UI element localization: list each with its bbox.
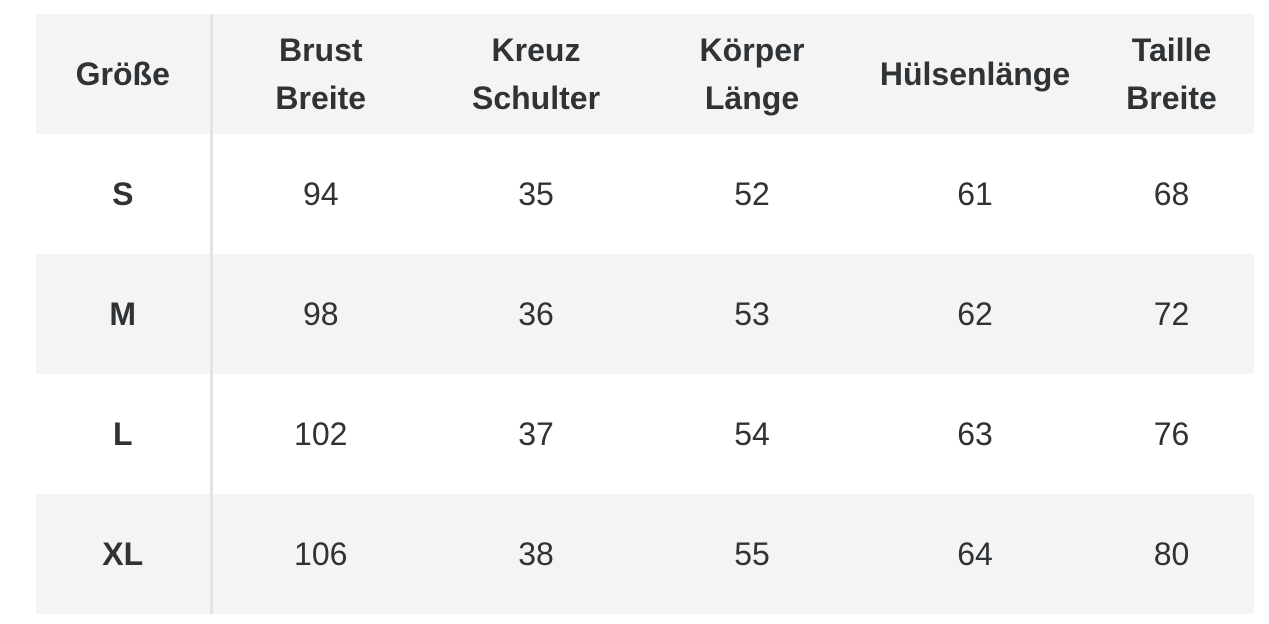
cell-body-length: 54 xyxy=(734,415,770,452)
header-shoulder: Kreuz Schulter xyxy=(429,14,643,134)
cell-body-length: 52 xyxy=(734,175,770,212)
cell-chest-width: 106 xyxy=(294,535,348,572)
table-row: S 94 35 52 61 68 xyxy=(36,134,1254,254)
cell-shoulder: 37 xyxy=(518,415,554,452)
cell-chest-width: 102 xyxy=(294,415,348,452)
cell-sleeve-length: 61 xyxy=(957,175,993,212)
cell-size: M xyxy=(36,254,213,374)
cell-shoulder: 35 xyxy=(518,175,554,212)
cell-waist-width: 68 xyxy=(1153,175,1190,212)
table-row: XL 106 38 55 64 80 xyxy=(36,494,1254,614)
header-chest-width-line-1: Brust xyxy=(278,32,363,68)
header-shoulder-line-2: Schulter xyxy=(471,80,601,116)
cell-waist-width: 72 xyxy=(1153,295,1190,332)
header-waist-width-line-1: Taille xyxy=(1131,32,1212,68)
header-waist-width-line-2: Breite xyxy=(1126,80,1217,116)
cell-chest-width: 98 xyxy=(302,295,339,332)
header-sleeve-length: Hülsenlänge xyxy=(861,14,1089,134)
cell-sleeve-length: 63 xyxy=(957,415,993,452)
cell-shoulder: 38 xyxy=(518,535,554,572)
header-size: Größe xyxy=(36,14,213,134)
header-chest-width-line-2: Breite xyxy=(275,80,367,116)
cell-chest-width: 94 xyxy=(302,175,339,212)
table-row: L 102 37 54 63 76 xyxy=(36,374,1254,494)
header-row: Größe Brust Breite Kreuz Schulter Körper… xyxy=(36,14,1254,134)
header-body-length: Körper Länge xyxy=(643,14,861,134)
cell-sleeve-length: 62 xyxy=(957,295,993,332)
table-row: M 98 36 53 62 72 xyxy=(36,254,1254,374)
cell-body-length: 55 xyxy=(734,535,770,572)
cell-waist-width: 80 xyxy=(1153,535,1190,572)
header-waist-width: Taille Breite xyxy=(1089,14,1254,134)
header-size-line-1: Größe xyxy=(75,56,170,92)
cell-body-length: 53 xyxy=(734,295,770,332)
header-body-length-line-1: Körper xyxy=(699,32,805,68)
cell-size: XL xyxy=(36,494,213,614)
cell-size: L xyxy=(36,374,213,494)
cell-waist-width: 76 xyxy=(1153,415,1190,452)
cell-shoulder: 36 xyxy=(518,295,554,332)
header-shoulder-line-1: Kreuz xyxy=(491,32,581,68)
cell-size: S xyxy=(36,134,213,254)
cell-sleeve-length: 64 xyxy=(957,535,993,572)
header-body-length-line-2: Länge xyxy=(704,80,800,116)
header-chest-width: Brust Breite xyxy=(211,14,429,134)
header-sleeve-length-line-1: Hülsenlänge xyxy=(879,56,1071,92)
size-chart-table: Größe Brust Breite Kreuz Schulter Körper… xyxy=(36,14,1254,614)
